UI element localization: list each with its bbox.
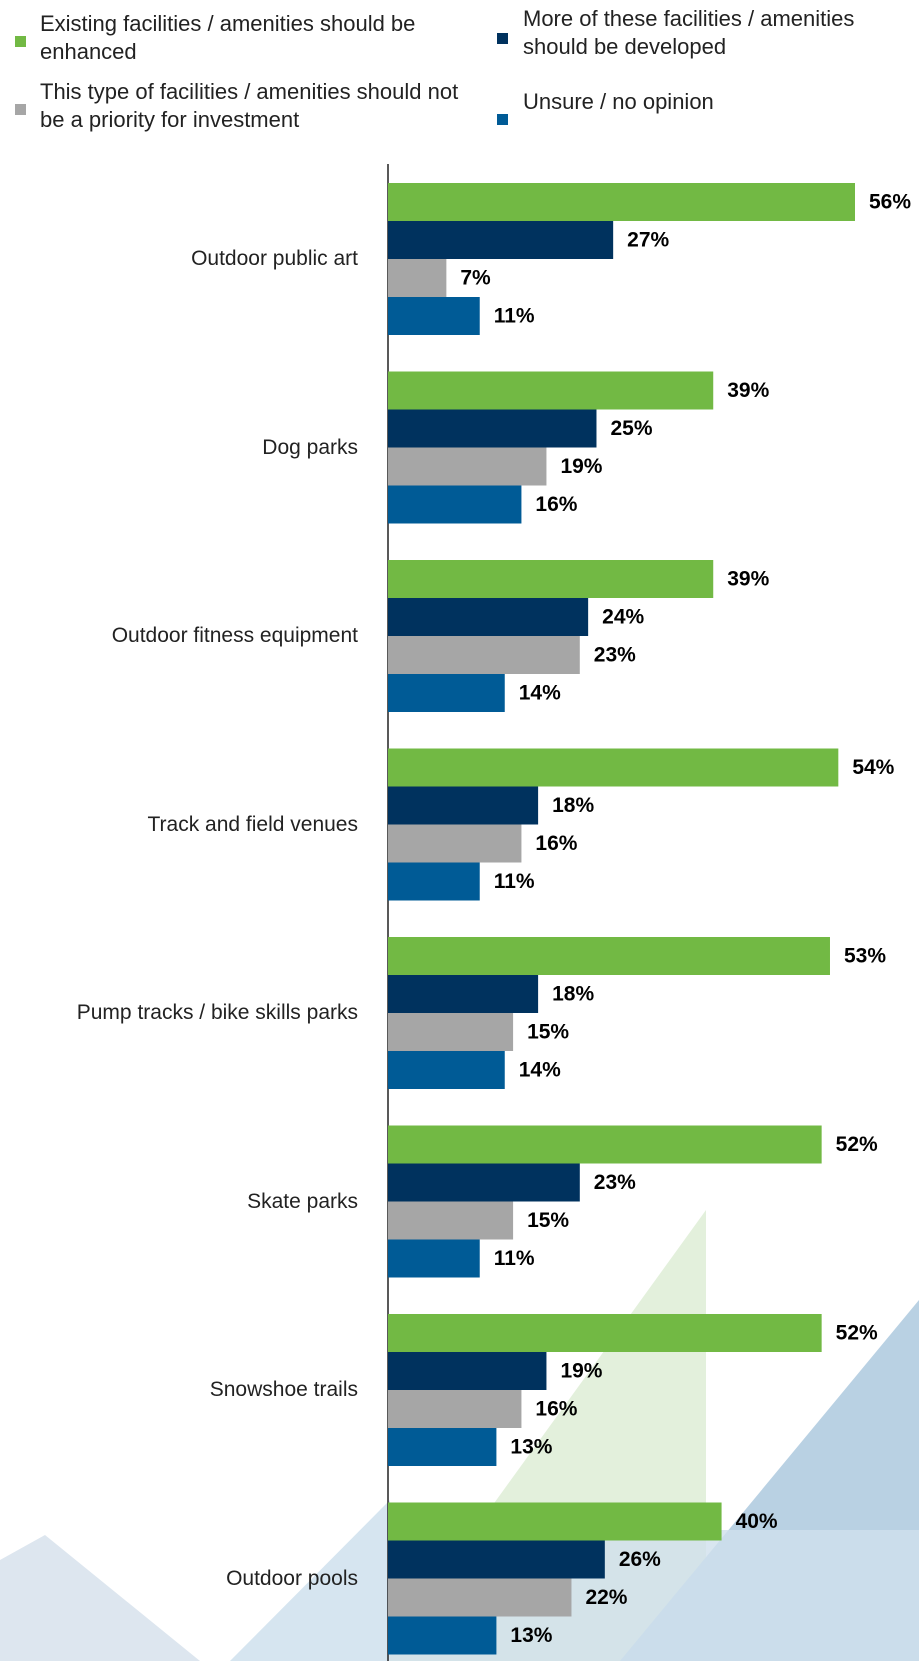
value-label: 54% — [852, 756, 894, 779]
category-label: Outdoor public art — [191, 247, 358, 270]
value-label: 13% — [510, 1624, 552, 1647]
bar — [388, 259, 447, 297]
bar — [388, 937, 830, 975]
bar — [388, 1163, 580, 1202]
category-label: Skate parks — [247, 1189, 358, 1213]
value-label: 26% — [619, 1548, 661, 1571]
bar — [388, 1502, 722, 1541]
value-label: 16% — [535, 832, 577, 855]
value-label: 7% — [460, 267, 491, 290]
bar — [388, 975, 539, 1013]
bar — [388, 1051, 505, 1089]
category-label: Dog parks — [262, 435, 358, 459]
bar — [388, 371, 714, 410]
value-label: 23% — [594, 1171, 636, 1194]
value-label: 23% — [594, 644, 636, 667]
value-label: 15% — [527, 1209, 569, 1232]
value-label: 25% — [610, 417, 652, 440]
value-label: 18% — [552, 983, 594, 1006]
legend-swatch — [497, 33, 508, 44]
value-label: 39% — [727, 568, 769, 591]
legend-label: More of these facilities / amenities sho… — [523, 6, 855, 59]
bar — [388, 1314, 822, 1352]
bar — [388, 1125, 822, 1164]
bar — [388, 1013, 514, 1051]
bar — [388, 1201, 514, 1240]
category-label: Snowshoe trails — [209, 1378, 358, 1401]
legend-swatch — [497, 114, 508, 125]
category-label: Pump tracks / bike skills parks — [76, 1001, 358, 1024]
value-label: 52% — [836, 1133, 878, 1156]
bar — [388, 1578, 572, 1617]
value-label: 52% — [836, 1322, 878, 1345]
value-label: 19% — [560, 1360, 602, 1383]
value-label: 39% — [727, 379, 769, 402]
value-label: 13% — [510, 1436, 552, 1459]
bar — [388, 862, 480, 901]
value-label: 11% — [494, 870, 535, 893]
value-label: 11% — [494, 305, 535, 328]
bar — [388, 598, 589, 636]
bar — [388, 560, 714, 598]
bar — [388, 1428, 497, 1466]
legend-label: Existing facilities / amenities should b… — [40, 11, 416, 64]
category-label: Track and field venues — [147, 812, 358, 836]
bar — [388, 1352, 547, 1390]
bar — [388, 1540, 605, 1579]
value-label: 24% — [602, 606, 644, 629]
bar — [388, 636, 580, 674]
value-label: 16% — [535, 493, 577, 516]
bar — [388, 485, 522, 524]
value-label: 18% — [552, 794, 594, 817]
value-label: 40% — [736, 1510, 778, 1533]
bar — [388, 221, 614, 259]
value-label: 22% — [585, 1586, 627, 1609]
bar — [388, 1390, 522, 1428]
value-label: 15% — [527, 1021, 569, 1044]
category-label: Outdoor pools — [226, 1566, 358, 1590]
bar — [388, 786, 539, 825]
bar — [388, 447, 547, 486]
bar — [388, 297, 480, 335]
value-label: 11% — [494, 1247, 535, 1270]
value-label: 14% — [519, 682, 561, 705]
value-label: 27% — [627, 229, 669, 252]
bar — [388, 674, 505, 712]
bar — [388, 183, 855, 221]
bar — [388, 1616, 497, 1655]
legend-swatch — [15, 36, 26, 47]
value-label: 19% — [560, 455, 602, 478]
bar — [388, 824, 522, 863]
value-label: 14% — [519, 1059, 561, 1082]
value-label: 53% — [844, 945, 886, 968]
legend-swatch — [15, 104, 26, 115]
bar — [388, 1239, 480, 1278]
bar — [388, 409, 597, 448]
legend-label: Unsure / no opinion — [523, 89, 714, 114]
category-label: Outdoor fitness equipment — [111, 624, 358, 647]
value-label: 16% — [535, 1398, 577, 1421]
value-label: 56% — [869, 191, 911, 214]
legend-label: This type of facilities / amenities shou… — [40, 79, 459, 132]
bar — [388, 748, 839, 787]
